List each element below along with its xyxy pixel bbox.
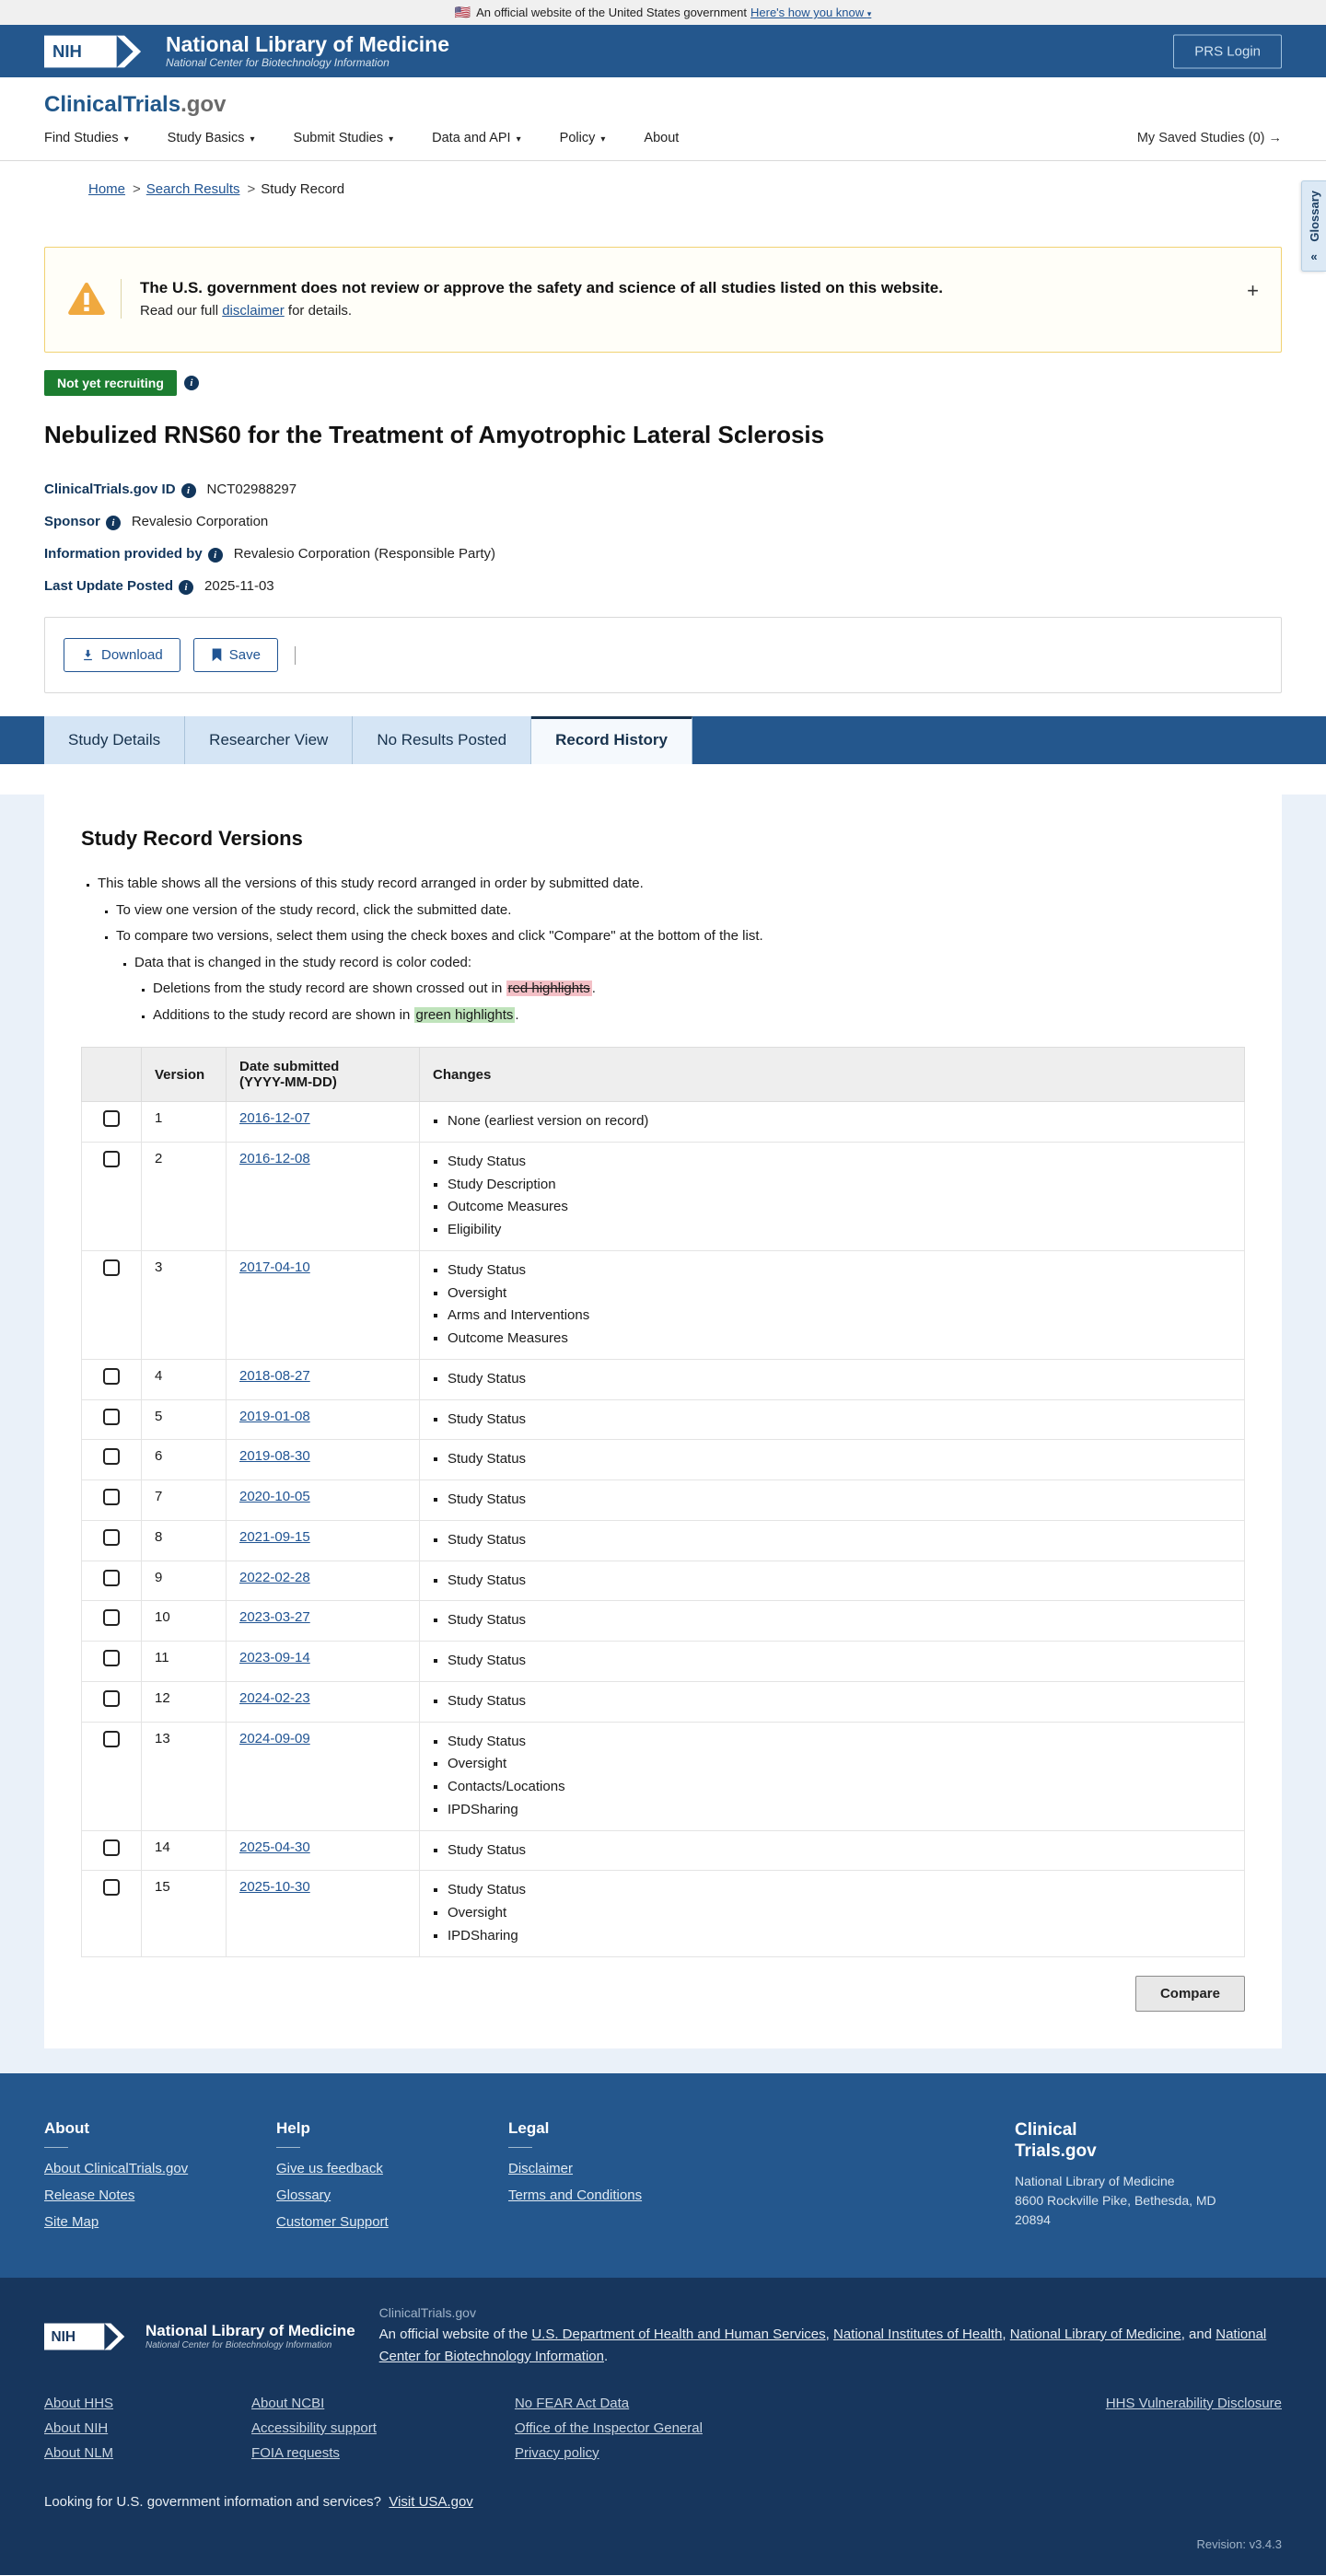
- svg-text:NIH: NIH: [51, 2329, 76, 2345]
- svg-text:NIH: NIH: [52, 41, 82, 61]
